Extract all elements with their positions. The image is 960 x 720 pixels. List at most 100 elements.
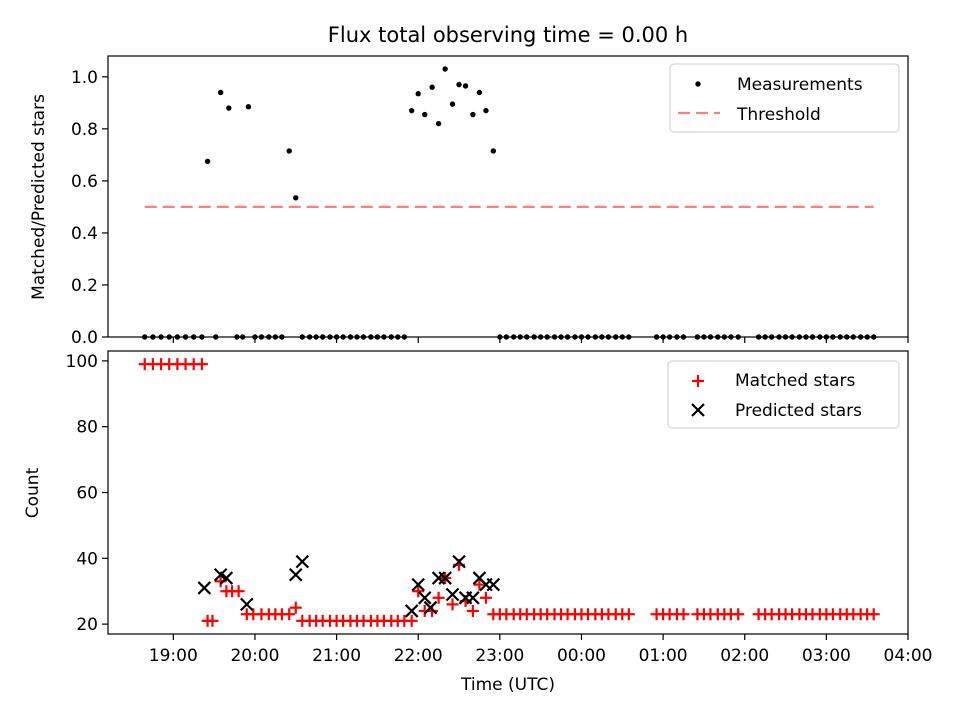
measurement-point — [408, 107, 415, 114]
measurement-point — [470, 111, 476, 118]
matched-star-point — [283, 608, 296, 621]
x-tick-label: 01:00 — [639, 646, 688, 666]
legend-predicted-label: Predicted stars — [735, 401, 862, 421]
top-y-tick-label: 0.8 — [71, 120, 98, 140]
bottom-y-ticks: 20 40 60 80 100 — [66, 352, 108, 635]
legend-matched-label: Matched stars — [735, 371, 855, 391]
bottom-legend-box — [667, 360, 900, 429]
legend-measurements-label: Measurements — [737, 75, 863, 95]
matched-star-point — [405, 614, 418, 627]
bottom-y-axis-label: Count — [23, 467, 43, 518]
matched-star-point — [232, 585, 245, 598]
predicted-star-point — [438, 571, 452, 585]
matched-star-point — [732, 608, 745, 621]
matched-star-point — [622, 608, 635, 621]
predicted-star-stroke-b — [404, 604, 419, 618]
predicted-star-stroke-b — [452, 554, 466, 569]
predicted-star-point — [486, 577, 501, 592]
legend-measurements-marker — [695, 81, 701, 87]
x-axis-label: Time (UTC) — [460, 675, 555, 695]
predicted-star-stroke-b — [213, 567, 228, 582]
measurement-point — [442, 66, 448, 72]
predicted-star-points — [197, 554, 501, 618]
x-tick-label: 02:00 — [720, 646, 769, 666]
top-y-ticks: 0.0 0.2 0.4 0.6 0.8 1.0 — [71, 68, 108, 348]
matched-star-point — [466, 604, 479, 617]
top-legend: Measurements Threshold — [669, 63, 900, 133]
legend-matched-marker — [692, 375, 704, 387]
measurement-point — [462, 83, 469, 89]
matched-star-point — [206, 614, 219, 627]
predicted-star-stroke-b — [239, 597, 254, 612]
bottom-x-ticks: 19:00 20:00 21:00 22:00 23:00 00:00 01:00 02:00… — [149, 634, 933, 666]
top-y-axis-label: Matched/Predicted stars — [29, 94, 49, 300]
top-legend-box — [669, 63, 900, 133]
matched-star-point — [867, 608, 880, 621]
x-tick-label: 03:00 — [802, 646, 851, 666]
measurement-point — [490, 148, 497, 154]
predicted-star-point — [423, 600, 438, 615]
matched-star-point — [479, 591, 492, 604]
measurement-point — [429, 84, 435, 90]
matched-star-point — [195, 358, 208, 371]
predicted-star-point — [404, 604, 419, 618]
predicted-star-stroke-b — [288, 567, 303, 582]
x-tick-label: 22:00 — [394, 646, 443, 666]
x-tick-label: 19:00 — [149, 646, 198, 666]
predicted-star-stroke-b — [295, 554, 310, 569]
top-y-tick-label: 0.2 — [71, 276, 98, 296]
bottom-y-tick-label: 100 — [66, 352, 98, 372]
predicted-star-point — [466, 591, 480, 605]
x-tick-label: 20:00 — [230, 646, 279, 666]
predicted-star-point — [445, 587, 460, 602]
bottom-y-tick-label: 80 — [76, 418, 98, 438]
bottom-y-tick-label: 40 — [76, 549, 98, 569]
predicted-star-stroke-b — [445, 587, 460, 602]
matched-star-point — [214, 575, 227, 588]
measurement-point — [226, 105, 232, 111]
legend-threshold-label: Threshold — [736, 105, 821, 125]
measurement-point — [449, 101, 456, 107]
top-y-tick-label: 0.0 — [71, 328, 98, 348]
predicted-star-stroke-b — [423, 600, 438, 615]
predicted-star-stroke-b — [197, 581, 212, 595]
predicted-star-stroke-b — [466, 591, 480, 605]
measurement-point — [435, 120, 442, 127]
top-y-tick-label: 0.6 — [71, 172, 98, 192]
measurement-point — [217, 89, 224, 96]
legend-predicted-marker — [691, 403, 705, 417]
predicted-star-stroke-b — [486, 577, 501, 592]
predicted-star-stroke-b — [417, 591, 432, 605]
predicted-star-point — [197, 581, 212, 595]
x-tick-label: 04:00 — [884, 646, 933, 666]
matched-star-point — [677, 608, 690, 621]
measurement-point — [245, 104, 252, 110]
bottom-plot-frame — [107, 350, 909, 635]
bottom-panel: Count Time (UTC) 20 40 60 80 100 19:00 20:00 2… — [23, 350, 933, 695]
matched-star-point — [289, 601, 302, 614]
predicted-star-point — [288, 567, 303, 582]
top-y-tick-label: 0.4 — [71, 224, 98, 244]
top-y-tick-label: 1.0 — [71, 68, 98, 88]
predicted-star-point — [219, 571, 234, 585]
measurement-point — [422, 111, 428, 118]
matched-star-points — [138, 358, 880, 627]
top-plot-frame — [107, 55, 909, 338]
bottom-legend: Matched stars Predicted stars — [667, 360, 900, 429]
bottom-y-tick-label: 20 — [76, 615, 98, 635]
top-panel: Flux total observing time = 0.00 h Match… — [29, 23, 909, 348]
predicted-star-point — [411, 577, 425, 592]
measurement-point — [483, 107, 489, 114]
predicted-star-stroke-b — [219, 571, 234, 585]
matched-star-point — [473, 578, 486, 591]
predicted-star-point — [452, 554, 466, 569]
measurement-point — [204, 158, 211, 165]
predicted-star-stroke-b — [438, 571, 452, 585]
measurement-point — [456, 81, 462, 88]
chart-title: Flux total observing time = 0.00 h — [328, 23, 688, 47]
x-tick-label: 23:00 — [475, 646, 524, 666]
x-tick-label: 21:00 — [312, 646, 361, 666]
predicted-star-point — [417, 591, 432, 605]
matched-star-point — [446, 598, 459, 611]
